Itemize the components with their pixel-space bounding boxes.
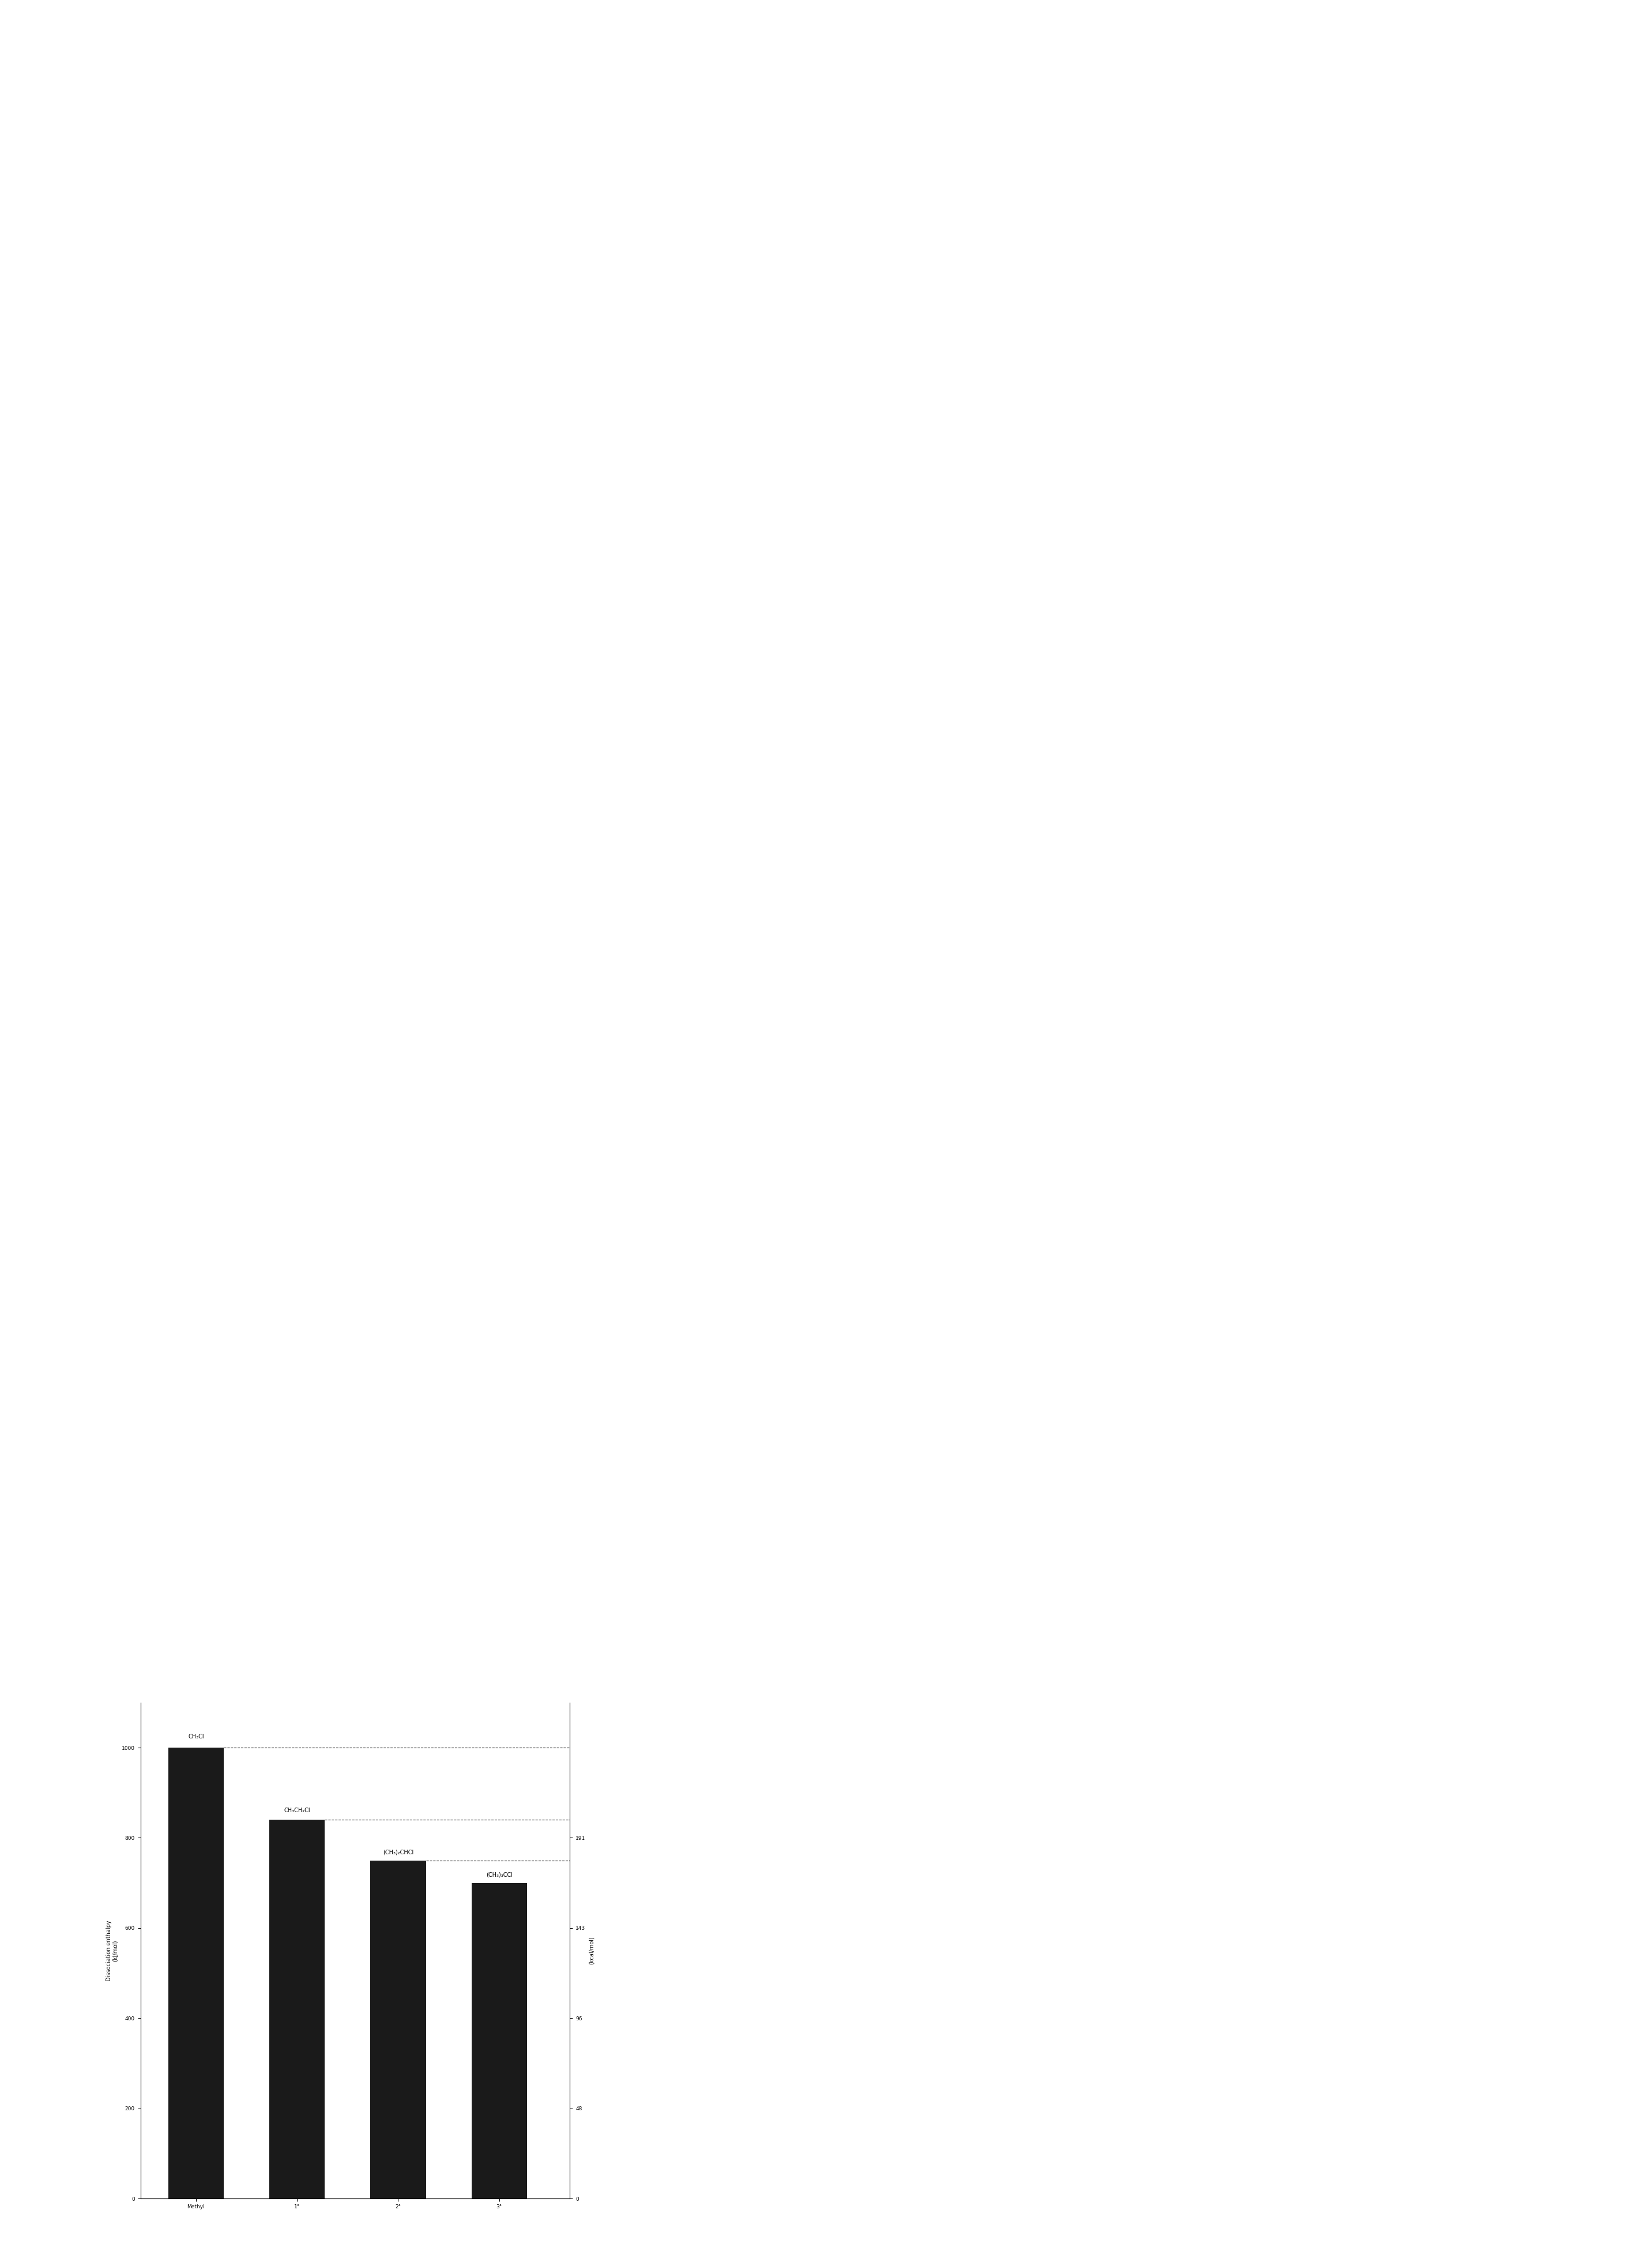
Bar (169, 1748, 223, 2199)
Text: CH₃Cl: CH₃Cl (188, 1734, 203, 1739)
Bar (471, 1883, 527, 2199)
Bar (370, 1860, 426, 2199)
Y-axis label: Dissociation enthalpy
(kJ/mol): Dissociation enthalpy (kJ/mol) (106, 1919, 119, 1982)
Bar (269, 1820, 325, 2199)
Text: CH₃CH₂Cl: CH₃CH₂Cl (284, 1809, 311, 1813)
Text: (CH₃)₂CHCl: (CH₃)₂CHCl (383, 1849, 413, 1856)
Y-axis label: (kcal/mol): (kcal/mol) (588, 1937, 595, 1964)
Text: (CH₃)₃CCl: (CH₃)₃CCl (486, 1872, 512, 1878)
